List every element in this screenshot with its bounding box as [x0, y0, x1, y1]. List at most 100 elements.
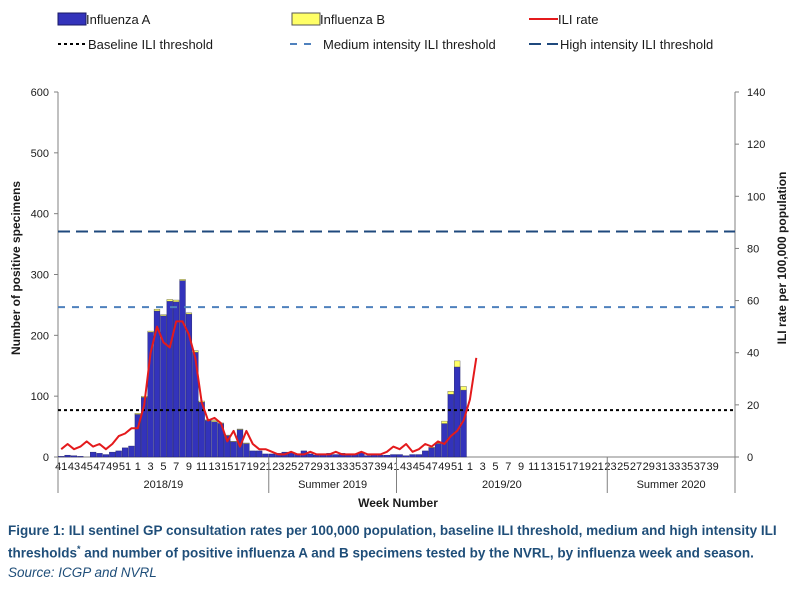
bar-influenza-a [102, 454, 109, 458]
x-tick-label: 33 [668, 461, 680, 473]
y-tick-label: 500 [31, 148, 49, 160]
x-tick-label: 3 [480, 461, 486, 473]
x-tick-label: 43 [400, 461, 412, 473]
caption-main: Figure 1: ILI sentinel GP consultation r… [8, 523, 777, 561]
x-tick-label: 25 [285, 461, 297, 473]
bar-influenza-a [383, 454, 391, 458]
x-tick-label: 15 [221, 461, 233, 473]
x-tick-label: 25 [617, 461, 629, 473]
bar-influenza-a [109, 451, 116, 458]
x-tick-label: 21 [592, 461, 604, 473]
x-tick-label: 43 [68, 461, 80, 473]
y2-tick-label: 100 [747, 191, 765, 203]
x-tick-label: 13 [540, 461, 552, 473]
bar-influenza-b [147, 330, 154, 333]
season-label: 2018/19 [143, 479, 183, 491]
season-label: Summer 2019 [298, 479, 367, 491]
bar-influenza-a [64, 454, 71, 458]
season-label: Summer 2020 [637, 479, 706, 491]
legend-swatch-influenza-b [291, 12, 321, 26]
x-tick-label: 23 [272, 461, 284, 473]
bar-influenza-a [58, 456, 65, 458]
bar-influenza-a [90, 451, 97, 458]
x-tick-label: 23 [604, 461, 616, 473]
y-tick-label: 0 [43, 452, 49, 464]
x-tick-label: 9 [186, 461, 192, 473]
ili-rate-line [60, 320, 478, 456]
figure-caption: Figure 1: ILI sentinel GP consultation r… [8, 521, 798, 582]
x-tick-label: 39 [707, 461, 719, 473]
bar-influenza-b [454, 360, 461, 368]
legend-label-ili-rate: ILI rate [558, 12, 598, 27]
bar-influenza-a [364, 455, 371, 458]
x-tick-label: 29 [311, 461, 323, 473]
bar-influenza-a [402, 455, 410, 458]
x-tick-label: 35 [349, 461, 361, 473]
legend-label-influenza-a: Influenza A [86, 12, 151, 27]
bar-influenza-a [307, 453, 314, 458]
y-tick-label: 300 [31, 270, 49, 282]
bar-influenza-a [77, 456, 84, 458]
x-tick-label: 41 [55, 461, 67, 473]
caption-footnote-mark: * [77, 544, 81, 554]
bar-influenza-a [115, 450, 122, 458]
bar-influenza-b [173, 299, 180, 303]
bar-influenza-a [390, 454, 397, 458]
x-tick-label: 37 [694, 461, 706, 473]
y-axis-title: Number of positive specimens [9, 181, 23, 355]
bar-influenza-a [409, 454, 416, 458]
legend-swatch-influenza-a [57, 12, 87, 26]
bar-influenza-b [134, 413, 141, 415]
legend-label-influenza-b: Influenza B [320, 12, 385, 27]
x-tick-label: 21 [259, 461, 271, 473]
x-tick-label: 47 [426, 461, 438, 473]
legend-label-baseline: Baseline ILI threshold [88, 37, 213, 52]
x-tick-label: 9 [518, 461, 524, 473]
bar-influenza-a [128, 445, 135, 458]
x-tick-label: 49 [106, 461, 118, 473]
bar-influenza-b [447, 391, 454, 395]
x-tick-label: 51 [119, 461, 131, 473]
x-tick-label: 7 [173, 461, 179, 473]
bar-influenza-a [422, 450, 429, 458]
x-tick-label: 31 [655, 461, 667, 473]
y-tick-label: 600 [31, 87, 49, 99]
x-tick-label: 47 [93, 461, 105, 473]
bar-influenza-a [121, 447, 129, 458]
bar-influenza-b [160, 314, 167, 317]
x-tick-label: 45 [413, 461, 425, 473]
bar-influenza-b [460, 386, 467, 391]
x-tick-label: 19 [247, 461, 259, 473]
x-tick-label: 27 [298, 461, 310, 473]
caption-source: Source: ICGP and NVRL [8, 564, 157, 580]
bar-influenza-b [192, 350, 199, 353]
caption-rest: and number of positive influenza A and B… [80, 545, 754, 561]
bar-influenza-a [249, 450, 256, 458]
x-tick-label: 11 [528, 461, 539, 473]
y2-tick-label: 140 [747, 87, 765, 99]
bar-influenza-a [96, 453, 103, 458]
chart: Influenza A Influenza B ILI rate Baselin… [9, 12, 789, 510]
y2-tick-label: 0 [747, 452, 753, 464]
x-tick-label: 11 [196, 461, 207, 473]
bar-influenza-b [153, 308, 161, 312]
x-tick-label: 17 [234, 461, 246, 473]
x-tick-label: 27 [630, 461, 642, 473]
bar-influenza-a [256, 450, 263, 458]
x-tick-label: 17 [566, 461, 578, 473]
x-tick-label: 29 [643, 461, 655, 473]
y-tick-label: 100 [31, 391, 49, 403]
x-tick-label: 51 [451, 461, 463, 473]
x-tick-label: 19 [579, 461, 591, 473]
y2-tick-label: 80 [747, 243, 759, 255]
bar-influenza-a [434, 443, 442, 458]
bar-influenza-a [166, 301, 173, 458]
bar-influenza-b [230, 440, 237, 442]
x-tick-label: 1 [135, 461, 141, 473]
legend-label-medium: Medium intensity ILI threshold [323, 37, 496, 52]
bar-influenza-a [230, 441, 237, 458]
x-tick-label: 49 [438, 461, 450, 473]
x-tick-label: 1 [467, 461, 473, 473]
y2-tick-label: 120 [747, 139, 765, 151]
